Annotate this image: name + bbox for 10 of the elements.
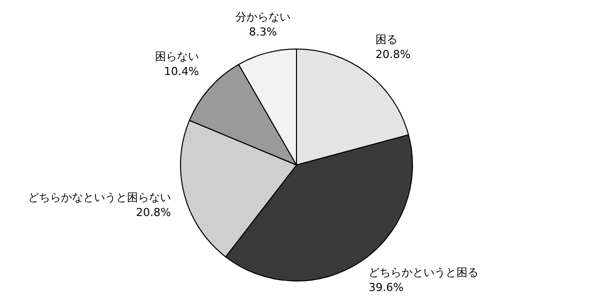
slice-label: 困る [376,32,398,46]
slice-label: 分からない [235,10,290,24]
data-label: 20.8% [376,48,411,61]
data-label: 8.3% [248,25,277,38]
slice-label: 困らない [154,50,199,64]
slice-label: どちらかなというと困らない [28,191,171,204]
slice-label: どちらかというと困る [368,266,479,279]
data-label: 39.6% [368,280,404,294]
data-label: 10.4% [164,65,199,78]
data-label: 20.8% [136,206,171,220]
